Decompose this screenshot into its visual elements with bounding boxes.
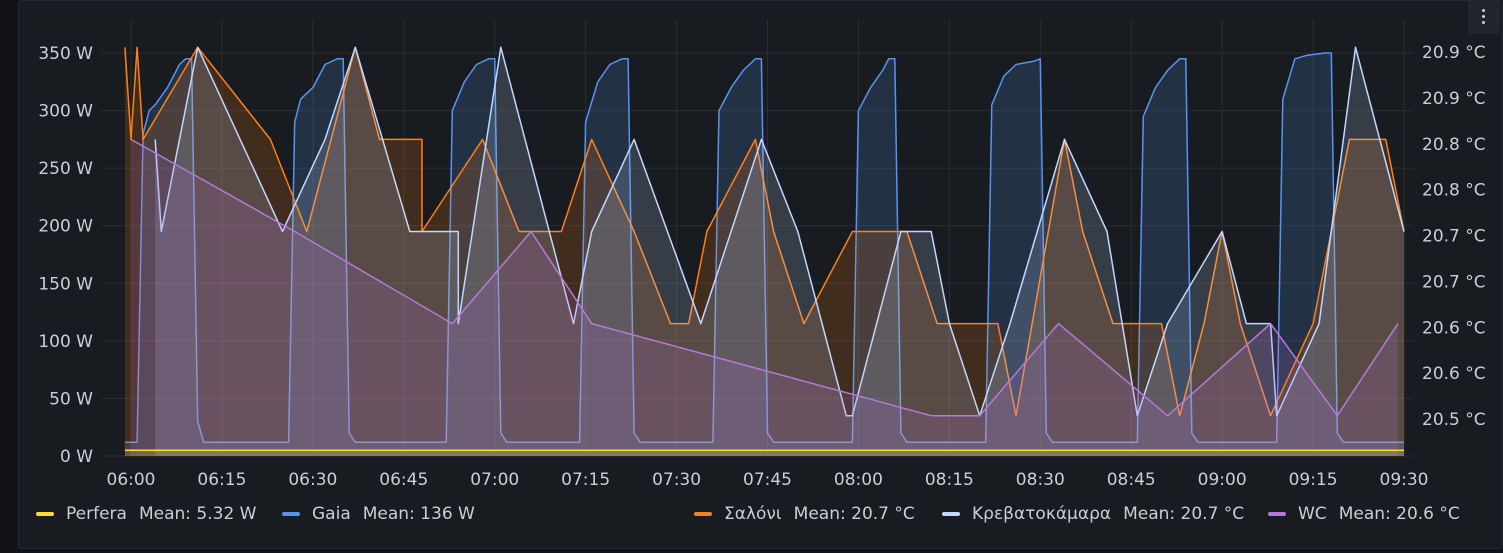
y-left-tick-label: 200 W bbox=[38, 217, 93, 237]
legend-swatch bbox=[694, 512, 712, 516]
timeseries-chart: 0 W 50 W 100 W 150 W 200 W 250 W 300 W 350 W 06:… bbox=[38, 20, 1486, 490]
chart-panel bbox=[18, 0, 1503, 549]
series-area-wc bbox=[131, 139, 1398, 456]
legend-swatch bbox=[942, 512, 960, 516]
x-tick-label: 08:15 bbox=[925, 470, 974, 490]
y-right-tick-label: 20.5 °C bbox=[1422, 410, 1486, 430]
legend-label: WC bbox=[1298, 504, 1327, 524]
y-right-tick-label: 20.9 °C bbox=[1422, 43, 1486, 63]
kebab-menu-icon[interactable] bbox=[1468, 0, 1500, 34]
legend-mean: Mean: 20.6 °C bbox=[1338, 504, 1460, 524]
legend-swatch bbox=[1268, 512, 1286, 516]
legend-item-saloni[interactable]: Σαλόνι Mean: 20.7 °C bbox=[694, 502, 915, 526]
legend-item-gaia[interactable]: Gaia Mean: 136 W bbox=[282, 502, 475, 526]
x-tick-label: 09:00 bbox=[1198, 470, 1247, 490]
legend-mean: Mean: 136 W bbox=[362, 504, 475, 524]
y-right-tick-label: 20.8 °C bbox=[1422, 181, 1486, 201]
x-tick-label: 09:15 bbox=[1289, 470, 1338, 490]
y-left-tick-label: 250 W bbox=[38, 159, 93, 179]
x-tick-label: 08:00 bbox=[834, 470, 883, 490]
y-right-tick-label: 20.6 °C bbox=[1422, 318, 1486, 338]
legend-item-perfera[interactable]: Perfera Mean: 5.32 W bbox=[36, 502, 256, 526]
legend-label: Gaia bbox=[312, 504, 351, 524]
series-line-gaia bbox=[124, 52, 1404, 443]
legend-mean: Mean: 5.32 W bbox=[138, 504, 257, 524]
legend-swatch bbox=[282, 512, 300, 516]
legend-item-wc[interactable]: WC Mean: 20.6 °C bbox=[1268, 502, 1460, 526]
legend-swatch bbox=[36, 512, 54, 516]
y-right-tick-label: 20.7 °C bbox=[1422, 272, 1486, 292]
y-left-tick-label: 50 W bbox=[49, 389, 93, 409]
y-left-tick-label: 300 W bbox=[38, 102, 93, 122]
x-tick-label: 09:30 bbox=[1380, 470, 1429, 490]
series-line-series-3 bbox=[154, 46, 1405, 417]
y-left-tick-label: 100 W bbox=[38, 332, 93, 352]
x-tick-label: 07:45 bbox=[743, 470, 792, 490]
x-tick-label: 07:30 bbox=[652, 470, 701, 490]
x-tick-label: 08:45 bbox=[1107, 470, 1156, 490]
x-tick-label: 07:15 bbox=[561, 470, 610, 490]
y-right-tick-label: 20.8 °C bbox=[1422, 135, 1486, 155]
series-area-series-2 bbox=[124, 47, 1404, 457]
legend-mean: Mean: 20.7 °C bbox=[793, 504, 915, 524]
y-right-tick-label: 20.6 °C bbox=[1422, 364, 1486, 384]
y-right-tick-label: 20.7 °C bbox=[1422, 227, 1486, 247]
x-tick-label: 06:30 bbox=[288, 470, 337, 490]
legend-label: Σαλόνι bbox=[724, 504, 782, 524]
x-tick-label: 06:15 bbox=[197, 470, 246, 490]
x-tick-label: 06:45 bbox=[379, 470, 428, 490]
y-right-tick-label: 20.9 °C bbox=[1422, 89, 1486, 109]
y-left-tick-label: 150 W bbox=[38, 274, 93, 294]
series-line-wc bbox=[130, 138, 1399, 417]
y-left-tick-label: 350 W bbox=[38, 44, 93, 64]
legend-item-krevatokamara[interactable]: Κρεβατοκάμαρα Mean: 20.7 °C bbox=[942, 502, 1244, 526]
series-area-series-3 bbox=[155, 47, 1405, 457]
series-line-series-2 bbox=[124, 46, 1405, 417]
x-tick-label: 06:00 bbox=[107, 470, 156, 490]
x-tick-label: 08:30 bbox=[1016, 470, 1065, 490]
legend-mean: Mean: 20.7 °C bbox=[1123, 504, 1245, 524]
y-left-tick-label: 0 W bbox=[60, 447, 93, 467]
series-area-perfera bbox=[124, 450, 1404, 456]
legend-label: Perfera bbox=[66, 504, 127, 524]
legend-label: Κρεβατοκάμαρα bbox=[972, 504, 1112, 524]
x-tick-label: 07:00 bbox=[470, 470, 519, 490]
